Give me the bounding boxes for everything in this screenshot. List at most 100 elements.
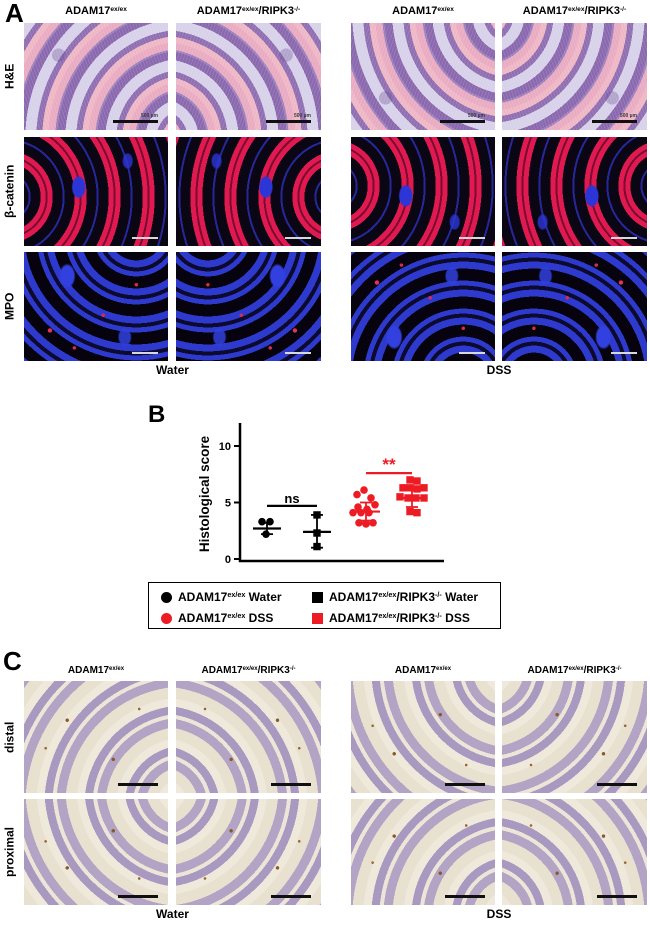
tissue-image — [24, 137, 168, 246]
panel-a-row-label-mpo: MPO — [2, 292, 17, 321]
micrograph-proximal-dss-adam17 — [351, 799, 495, 905]
scale-bar — [118, 895, 158, 898]
scale-bar: 500 µm — [440, 114, 485, 123]
scale-bar — [445, 895, 485, 898]
micrograph-he-water-adam17-ripk3: 500 µm — [176, 23, 321, 130]
micrograph-he-dss-adam17: 500 µm — [351, 23, 495, 130]
micrograph-bcatenin-dss-adam17 — [351, 137, 495, 246]
tissue-image — [351, 681, 495, 793]
micrograph-mpo-water-adam17 — [24, 252, 168, 361]
legend-item-adam17-water: ADAM17ex/ex Water — [161, 590, 282, 604]
scale-bar — [285, 352, 311, 354]
scale-bar: 500 µm — [266, 114, 311, 123]
tissue-image — [351, 252, 495, 361]
panel-a-column-header-adam17-ripk3-water: ADAM17ex/ex/RIPK3-/- — [196, 5, 301, 17]
scale-bar — [459, 352, 485, 354]
micrograph-mpo-dss-adam17 — [351, 252, 495, 361]
tissue-image — [502, 799, 647, 905]
panel-c-row-label-distal: distal — [2, 721, 17, 753]
square-marker-icon — [312, 591, 323, 603]
tissue-image — [502, 252, 647, 361]
panel-a-condition-dss: DSS — [486, 363, 512, 377]
scale-bar-label: 500 µm — [293, 113, 311, 119]
legend-item-label: ADAM17ex/ex/RIPK3-/- DSS — [329, 611, 470, 625]
micrograph-mpo-water-adam17-ripk3 — [176, 252, 321, 361]
svg-text:10: 10 — [219, 441, 231, 453]
tissue-image — [351, 137, 495, 246]
svg-text:0: 0 — [225, 554, 231, 566]
scale-bar-label: 500 µm — [140, 113, 158, 119]
scale-bar — [459, 237, 485, 239]
micrograph-distal-water-adam17 — [24, 681, 168, 793]
scale-bar — [611, 352, 637, 354]
scale-bar — [611, 237, 637, 239]
scale-bar — [271, 783, 311, 786]
tissue-image — [176, 681, 321, 793]
panel-c-column-header-adam17-ripk3-dss: ADAM17ex/ex/RIPK3-/- — [527, 665, 622, 676]
circle-marker-icon — [161, 591, 172, 603]
micrograph-distal-dss-adam17 — [351, 681, 495, 793]
panel-a-column-header-adam17-ripk3-dss: ADAM17ex/ex/RIPK3-/- — [522, 5, 627, 17]
panel-a-column-header-adam17-water: ADAM17ex/ex — [65, 5, 127, 17]
scale-bar-label: 500 µm — [467, 113, 485, 119]
legend-item-adam17-ripk3-water: ADAM17ex/ex/RIPK3-/- Water — [312, 590, 478, 604]
scale-bar — [597, 783, 637, 786]
panel-c-row-label-proximal: proximal — [2, 827, 17, 878]
square-marker-icon — [312, 612, 323, 624]
tissue-image — [176, 137, 321, 246]
tissue-image — [24, 252, 168, 361]
tissue-image — [502, 681, 647, 793]
tissue-image — [502, 137, 647, 246]
micrograph-proximal-dss-adam17-ripk3 — [502, 799, 647, 905]
panel-c-condition-dss: DSS — [486, 907, 512, 921]
panel-a-column-header-adam17-dss: ADAM17ex/ex — [392, 5, 454, 17]
micrograph-distal-dss-adam17-ripk3 — [502, 681, 647, 793]
micrograph-bcatenin-water-adam17 — [24, 137, 168, 246]
scale-bar — [597, 895, 637, 898]
circle-marker-icon — [161, 612, 172, 624]
micrograph-proximal-water-adam17 — [24, 799, 168, 905]
tissue-image — [176, 252, 321, 361]
scale-bar — [271, 895, 311, 898]
chart-legend: ADAM17ex/ex Water ADAM17ex/ex/RIPK3-/- W… — [148, 582, 501, 629]
panel-c-label: C — [3, 646, 22, 676]
scale-bar: 500 µm — [113, 114, 158, 123]
panel-c-column-header-adam17-ripk3-water: ADAM17ex/ex/RIPK3-/- — [201, 665, 296, 676]
micrograph-bcatenin-dss-adam17-ripk3 — [502, 137, 647, 246]
legend-item-label: ADAM17ex/ex/RIPK3-/- Water — [329, 590, 479, 604]
scale-bar — [132, 352, 158, 354]
micrograph-mpo-dss-adam17-ripk3 — [502, 252, 647, 361]
panel-a-row-label-bcatenin: β-catenin — [2, 164, 17, 219]
micrograph-bcatenin-water-adam17-ripk3 — [176, 137, 321, 246]
scale-bar — [285, 237, 311, 239]
svg-text:Histological score: Histological score — [197, 435, 212, 552]
panel-c-condition-water: Water — [156, 907, 189, 921]
scale-bar-label: 500 µm — [619, 113, 637, 119]
svg-text:ns: ns — [284, 491, 299, 506]
tissue-image — [351, 799, 495, 905]
tissue-image — [176, 799, 321, 905]
histology-score-chart: 0 5 10 Histological score ns ** — [197, 423, 444, 566]
micrograph-he-water-adam17: 500 µm — [24, 23, 168, 130]
panel-a-condition-water: Water — [156, 363, 189, 377]
scale-bar — [118, 783, 158, 786]
panel-a-label: A — [5, 0, 24, 28]
tissue-image — [24, 799, 168, 905]
micrograph-proximal-water-adam17-ripk3 — [176, 799, 321, 905]
svg-text:5: 5 — [225, 498, 231, 510]
tissue-image — [24, 23, 168, 130]
panel-c-column-header-adam17-water: ADAM17ex/ex — [67, 665, 125, 676]
svg-text:**: ** — [382, 455, 396, 474]
micrograph-he-dss-adam17-ripk3: 500 µm — [502, 23, 647, 130]
scale-bar — [132, 237, 158, 239]
panel-b-label: B — [148, 401, 166, 428]
panel-c-column-header-adam17-dss: ADAM17ex/ex — [394, 665, 452, 676]
tissue-image — [24, 681, 168, 793]
scale-bar: 500 µm — [592, 114, 637, 123]
legend-item-label: ADAM17ex/ex Water — [178, 590, 282, 604]
micrograph-distal-water-adam17-ripk3 — [176, 681, 321, 793]
legend-item-label: ADAM17ex/ex DSS — [178, 611, 274, 625]
legend-item-adam17-dss: ADAM17ex/ex DSS — [161, 611, 273, 625]
panel-a-row-label-he: H&E — [2, 63, 17, 90]
